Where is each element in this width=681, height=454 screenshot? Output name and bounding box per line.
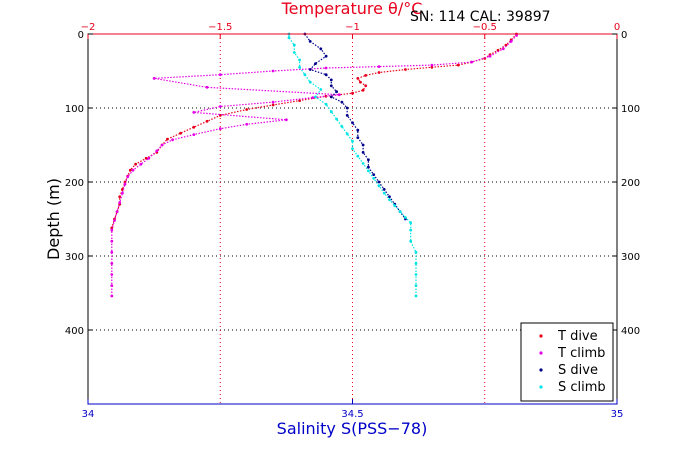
y-axis-title: Depth (m) <box>44 178 63 260</box>
legend-label: T dive <box>557 329 598 344</box>
data-point <box>337 93 341 97</box>
legend-box <box>520 322 614 402</box>
data-point <box>110 250 114 254</box>
top-axis-title: Temperature θ/°C <box>281 0 423 18</box>
data-point <box>218 73 222 77</box>
data-point <box>414 262 418 265</box>
data-point <box>361 151 365 154</box>
series-t-dive <box>110 32 518 230</box>
legend-label: S dive <box>558 363 598 378</box>
legend-label: T climb <box>557 346 605 361</box>
top-tick-label: 0 <box>614 22 620 33</box>
left-tick-label: 300 <box>65 252 84 263</box>
series-s-climb <box>287 32 418 298</box>
legend-marker <box>539 334 543 338</box>
top-tick-label: −2 <box>81 22 96 33</box>
grid-lines <box>88 34 617 404</box>
legend-marker <box>539 385 543 389</box>
series-layer <box>110 32 518 298</box>
legend-marker <box>539 351 543 355</box>
data-point <box>311 96 315 99</box>
right-tick-label: 200 <box>621 178 640 189</box>
right-tick-label: 300 <box>621 252 640 263</box>
series-trace <box>304 33 406 220</box>
top-tick-label: −1.5 <box>208 22 232 33</box>
legend-marker <box>539 368 543 372</box>
legend-label: S climb <box>558 380 606 395</box>
top-tick-label: −0.5 <box>473 22 497 33</box>
data-point <box>110 262 114 265</box>
left-tick-label: 200 <box>65 178 84 189</box>
data-point <box>192 111 196 114</box>
data-point <box>205 85 209 89</box>
series-trace <box>111 35 517 296</box>
data-point <box>292 43 296 47</box>
left-tick-label: 400 <box>65 326 84 337</box>
series-trace <box>288 34 417 296</box>
series-s-dive <box>303 32 407 221</box>
data-point <box>414 250 418 254</box>
right-tick-label: 400 <box>621 326 640 337</box>
data-point <box>377 65 381 68</box>
data-point <box>285 118 288 122</box>
bottom-tick-label: 34 <box>82 409 95 420</box>
right-tick-label: 0 <box>621 30 627 41</box>
right-tick-label: 100 <box>621 104 640 115</box>
bottom-tick-label: 35 <box>611 409 624 420</box>
left-tick-label: 0 <box>78 30 84 41</box>
series-t-climb <box>110 34 518 298</box>
left-tick-label: 100 <box>65 104 84 115</box>
legend-items: T dive T climb S dive S climb <box>539 329 606 395</box>
legend: T dive T climb S dive S climb <box>520 322 614 402</box>
serial-calibration-annotation: SN: 114 CAL: 39897 <box>410 9 551 25</box>
bottom-axis-title: Salinity S(PSS−78) <box>277 419 428 438</box>
top-tick-label: −1 <box>345 22 360 33</box>
data-point <box>470 60 473 64</box>
series-trace <box>111 33 517 229</box>
bottom-tick-label: 34.5 <box>341 409 363 420</box>
